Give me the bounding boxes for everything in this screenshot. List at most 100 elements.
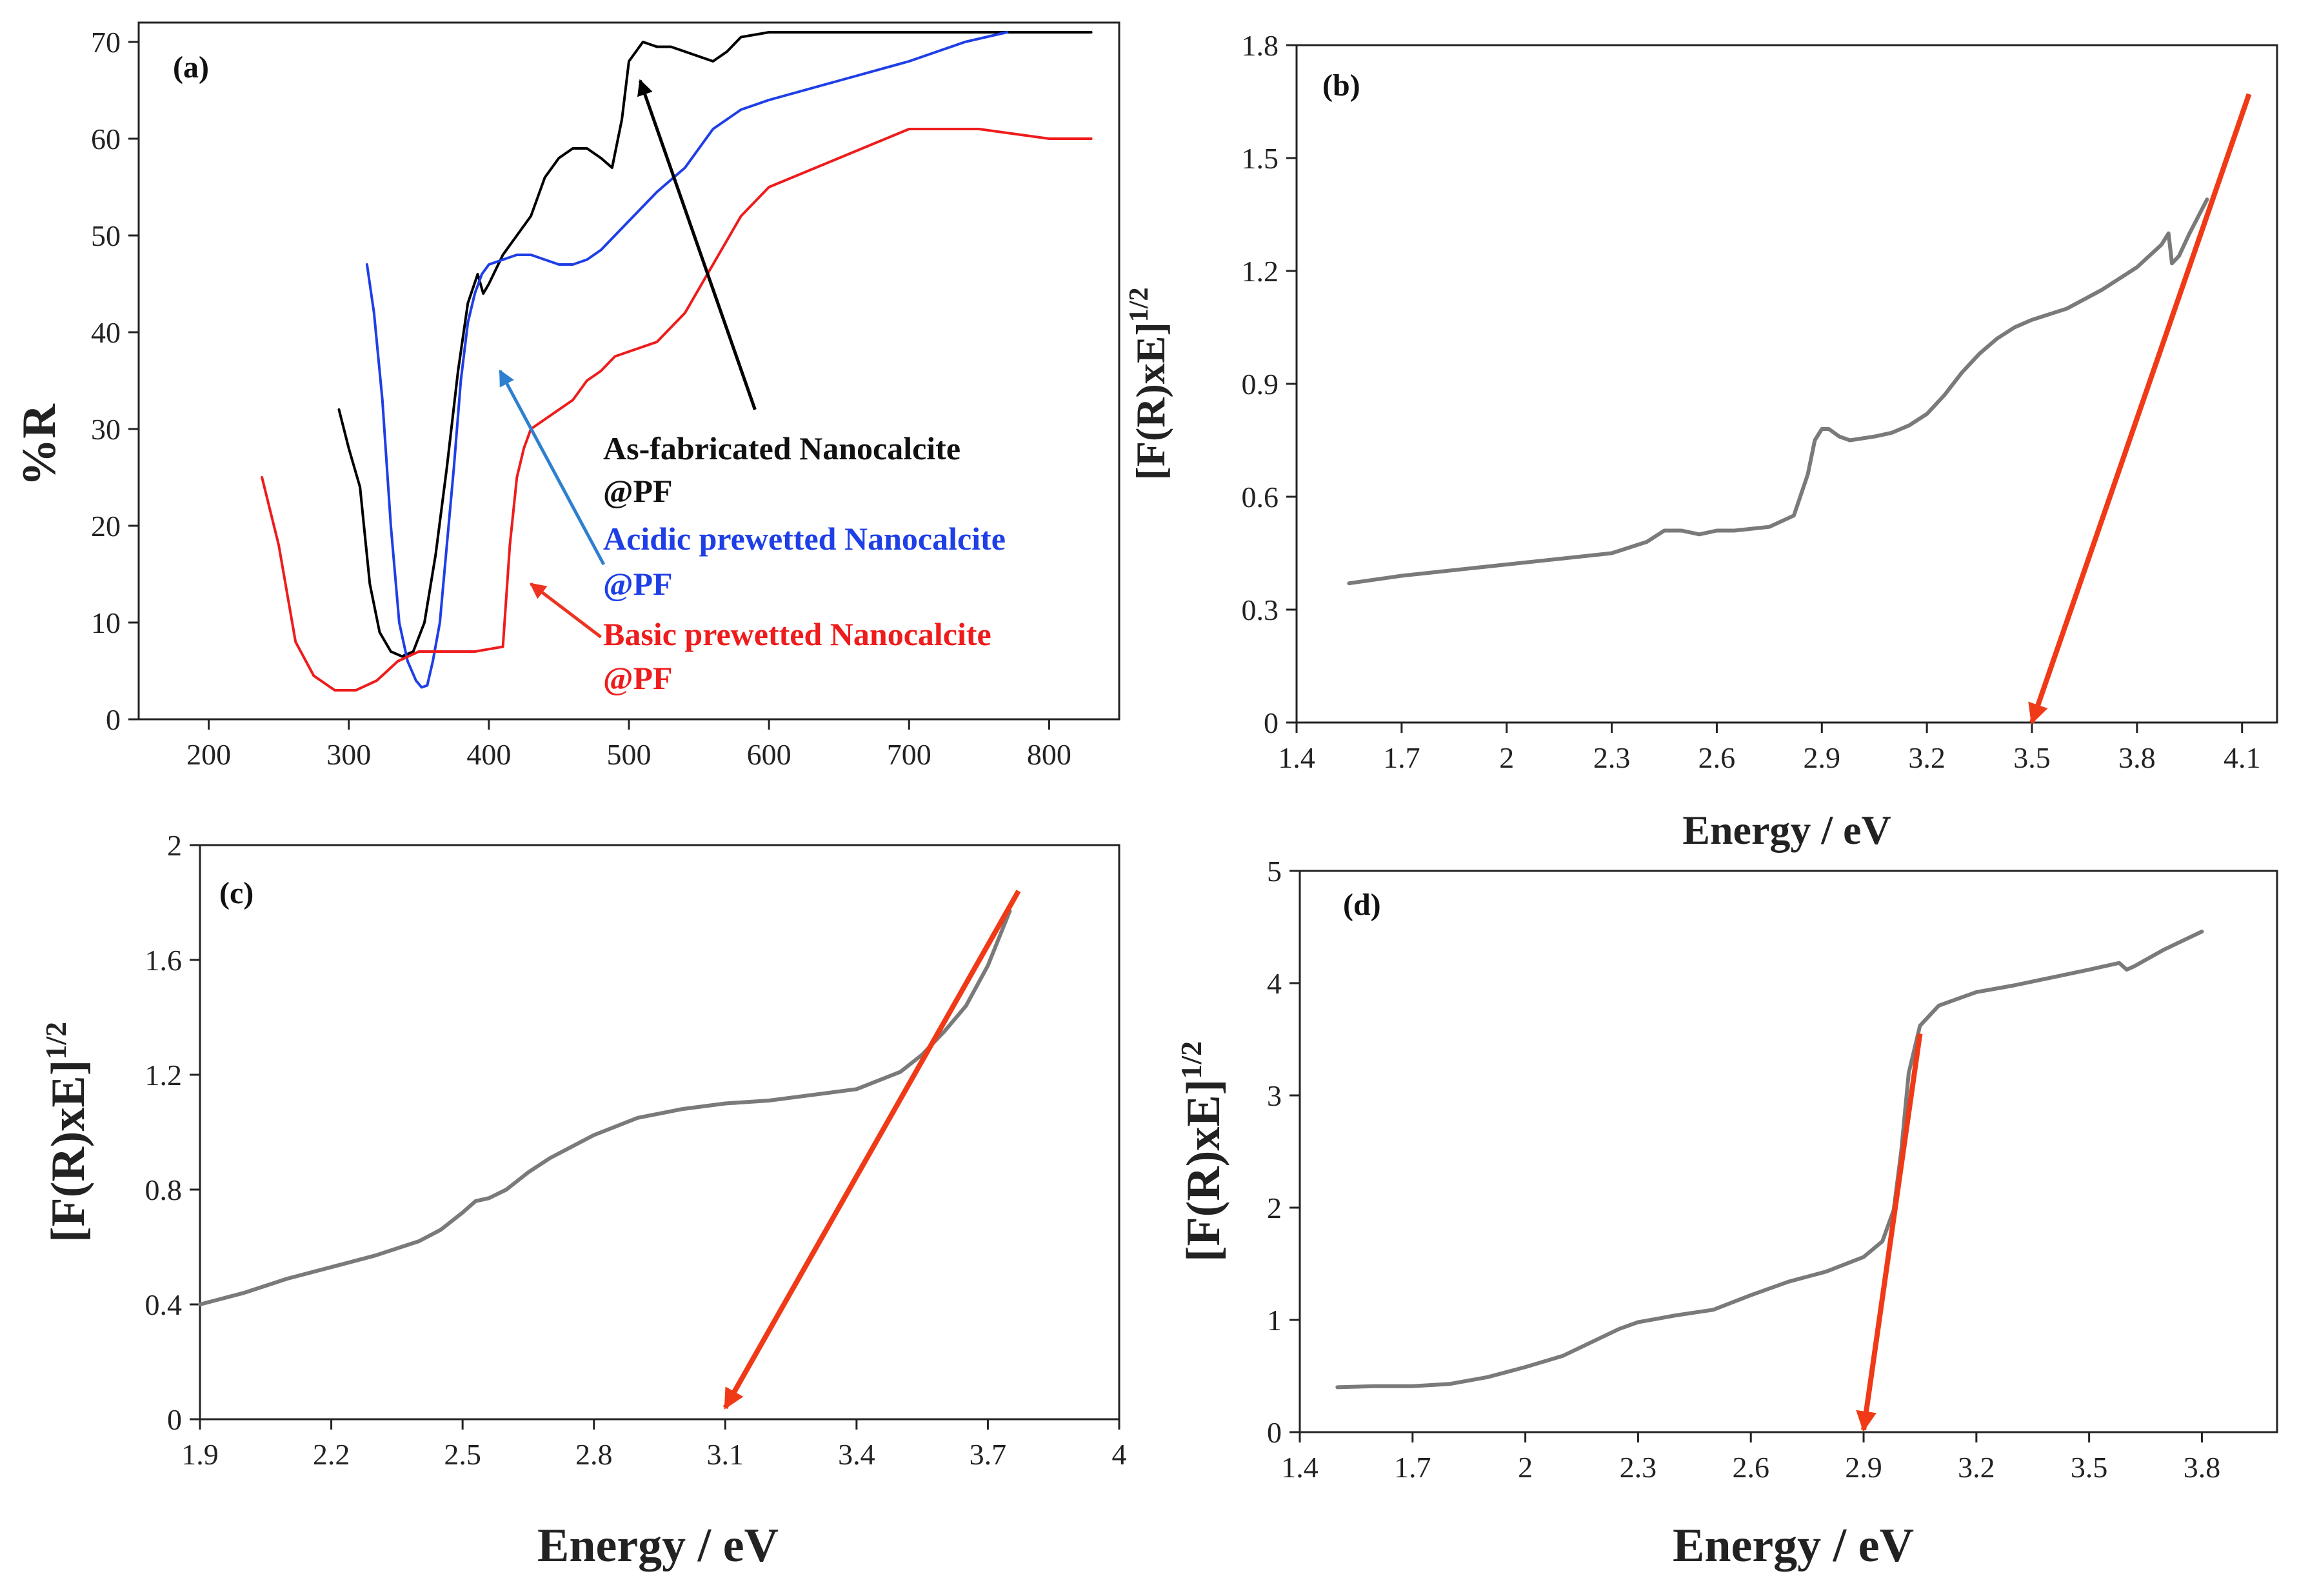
y-axis-label-sup: 1/2 bbox=[1175, 1041, 1208, 1079]
panel-d: 1.4 1.7 2 2.3 2.6 2.9 3.2 3.5 3.8 0 1 2 3 4 5 (d) Ene… bbox=[1175, 855, 2278, 1572]
x-tick-label: 1.4 bbox=[1278, 741, 1315, 774]
annotation-group bbox=[722, 890, 1021, 1410]
y-tick-label: 2 bbox=[1267, 1192, 1282, 1224]
series-line-as-fabricated-nanocalcite-pf bbox=[337, 31, 1093, 658]
y-tick-label: 0.9 bbox=[1242, 368, 1279, 401]
x-tick-label: 1.9 bbox=[181, 1438, 219, 1471]
y-ticks: 0 1 2 3 4 5 bbox=[1267, 855, 1300, 1449]
x-tick-label: 800 bbox=[1027, 738, 1071, 771]
x-tick-label: 700 bbox=[887, 738, 931, 771]
panel-label: (c) bbox=[219, 876, 254, 910]
panel-label: (d) bbox=[1343, 888, 1381, 922]
y-tick-label: 1 bbox=[1267, 1304, 1282, 1337]
plot-frame bbox=[1295, 44, 2278, 724]
y-tick-label: 0 bbox=[106, 703, 121, 736]
series-line-basic-prewetted-nanocalcite-pf bbox=[261, 128, 1093, 692]
x-tick-label: 1.7 bbox=[1383, 741, 1420, 774]
y-tick-label: 5 bbox=[1267, 855, 1282, 888]
legend: As-fabricated Nanocalcite @PF Acidic pre… bbox=[603, 430, 1006, 696]
y-axis-label-sup: 1/2 bbox=[39, 1022, 72, 1060]
series-group bbox=[1347, 197, 2209, 586]
y-tick-label: 0.8 bbox=[145, 1173, 183, 1206]
x-tick-label: 500 bbox=[607, 738, 652, 771]
x-tick-label: 3.8 bbox=[2118, 741, 2156, 774]
x-ticks: 1.4 1.7 2 2.3 2.6 2.9 3.2 3.5 3.8 4.1 bbox=[1278, 723, 2260, 774]
y-tick-label: 0.3 bbox=[1242, 594, 1279, 626]
x-tick-label: 1.4 bbox=[1281, 1451, 1319, 1484]
y-tick-label: 10 bbox=[91, 606, 121, 639]
tangent-arrow-annotation bbox=[1856, 1033, 1923, 1432]
panel-label: (a) bbox=[173, 50, 209, 85]
x-tick-label: 2.3 bbox=[1593, 741, 1631, 774]
x-ticks: 200 300 400 500 600 700 800 bbox=[186, 719, 1071, 771]
series-group bbox=[1335, 930, 2204, 1390]
y-tick-label: 1.2 bbox=[1242, 255, 1279, 288]
y-tick-label: 40 bbox=[91, 316, 121, 349]
y-ticks: 0 0.4 0.8 1.2 1.6 2 bbox=[145, 829, 200, 1436]
x-tick-label: 2.3 bbox=[1620, 1451, 1657, 1484]
y-tick-label: 0 bbox=[1267, 1416, 1282, 1449]
y-axis-label: [F(R)xE]1/2 bbox=[1124, 288, 1173, 481]
series-group bbox=[198, 909, 1012, 1306]
y-tick-label: 30 bbox=[91, 413, 121, 446]
x-tick-label: 3.2 bbox=[1958, 1451, 1995, 1484]
y-tick-label: 20 bbox=[91, 510, 121, 543]
annotation-group bbox=[499, 79, 757, 639]
x-tick-label: 2 bbox=[1518, 1451, 1533, 1484]
x-tick-label: 3.5 bbox=[2013, 741, 2051, 774]
y-tick-label: 50 bbox=[91, 219, 121, 252]
x-tick-label: 600 bbox=[747, 738, 791, 771]
x-tick-label: 2.2 bbox=[313, 1438, 350, 1471]
series-line-acidic-prewetted-nanocalcite-pf bbox=[365, 31, 1009, 689]
x-tick-label: 2.6 bbox=[1732, 1451, 1769, 1484]
series-line-spectrum bbox=[1335, 930, 2204, 1390]
y-tick-label: 4 bbox=[1267, 967, 1282, 1000]
x-tick-label: 2.9 bbox=[1845, 1451, 1882, 1484]
x-tick-label: 2.6 bbox=[1698, 741, 1736, 774]
plot-frame bbox=[137, 21, 1120, 721]
panel-c: 1.9 2.2 2.5 2.8 3.1 3.4 3.7 4 0 0.4 0.8 1.2 1.6 2 (c… bbox=[39, 829, 1127, 1572]
x-axis-label: Energy / eV bbox=[1682, 807, 1891, 853]
legend-entry-as-fabricated: As-fabricated Nanocalcite bbox=[603, 430, 960, 466]
x-tick-label: 3.1 bbox=[707, 1438, 744, 1471]
y-tick-label: 70 bbox=[91, 26, 121, 59]
x-tick-label: 300 bbox=[326, 738, 371, 771]
y-tick-label: 0 bbox=[167, 1403, 182, 1436]
panel-label: (b) bbox=[1322, 68, 1360, 103]
annotation-group bbox=[2028, 93, 2252, 725]
x-tick-label: 3.4 bbox=[838, 1438, 875, 1471]
annotation-group bbox=[1856, 1033, 1923, 1432]
series-line-spectrum bbox=[198, 909, 1012, 1306]
y-tick-label: 1.2 bbox=[145, 1059, 183, 1092]
y-tick-label: 2 bbox=[167, 829, 182, 862]
y-tick-label: 60 bbox=[91, 123, 121, 155]
y-tick-label: 3 bbox=[1267, 1079, 1282, 1112]
x-tick-label: 2.8 bbox=[575, 1438, 613, 1471]
y-axis-label: [F(R)xE]1/2 bbox=[39, 1022, 95, 1242]
x-tick-label: 3.7 bbox=[970, 1438, 1007, 1471]
y-tick-label: 0.4 bbox=[145, 1288, 183, 1321]
x-tick-label: 3.2 bbox=[1908, 741, 1946, 774]
legend-entry-basic-suffix: @PF bbox=[603, 660, 673, 696]
arrow-annotation bbox=[637, 79, 757, 410]
y-axis-label: [F(R)xE]1/2 bbox=[1175, 1041, 1230, 1262]
legend-entry-basic: Basic prewetted Nanocalcite bbox=[603, 616, 991, 652]
y-tick-label: 1.6 bbox=[145, 944, 183, 977]
y-ticks: 0 0.3 0.6 0.9 1.2 1.5 1.8 bbox=[1242, 29, 1297, 739]
x-tick-label: 3.5 bbox=[2071, 1451, 2108, 1484]
series-group bbox=[261, 31, 1093, 692]
x-tick-label: 2.9 bbox=[1804, 741, 1841, 774]
y-tick-label: 0.6 bbox=[1242, 481, 1279, 514]
x-tick-label: 4.1 bbox=[2224, 741, 2261, 774]
x-tick-label: 2 bbox=[1499, 741, 1514, 774]
legend-entry-acidic-suffix: @PF bbox=[603, 566, 673, 602]
x-tick-label: 2.5 bbox=[444, 1438, 481, 1471]
plot-frame bbox=[199, 844, 1120, 1421]
y-axis-label: %R bbox=[13, 403, 66, 486]
series-line-spectrum bbox=[1347, 197, 2209, 586]
y-tick-label: 1.5 bbox=[1242, 142, 1279, 175]
arrow-annotation bbox=[499, 369, 606, 566]
plot-frame bbox=[1299, 870, 2278, 1433]
y-tick-label: 0 bbox=[1264, 706, 1279, 739]
